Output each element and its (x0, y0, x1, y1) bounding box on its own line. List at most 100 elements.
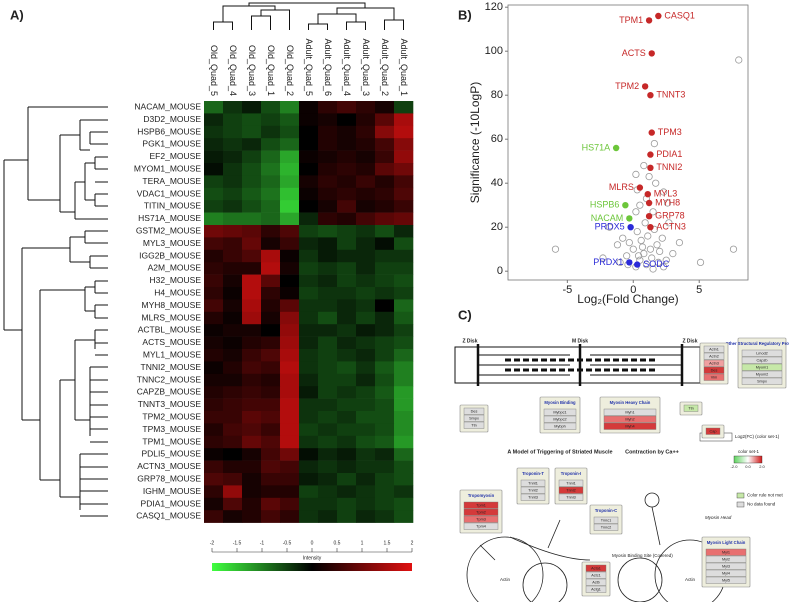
panel-label: C) (458, 307, 472, 322)
point (626, 215, 633, 222)
gene-cell (705, 569, 747, 577)
heatmap-cell (375, 101, 395, 114)
gene-label: Tnnt1 (528, 481, 538, 485)
heatmap-cell (242, 150, 262, 164)
heatmap-cell (394, 485, 414, 499)
heatmap-cell (242, 349, 262, 362)
heatmap-cell (280, 398, 300, 412)
heatmap-cell (375, 175, 395, 189)
heatmap-cell (337, 361, 357, 375)
heatmap-cell (375, 212, 395, 226)
heatmap-cell (299, 138, 319, 151)
point (636, 184, 644, 191)
heatmap-cell (223, 212, 243, 226)
gene-cell (585, 564, 607, 572)
diagram-text: M Disk (572, 338, 588, 344)
point (627, 224, 634, 231)
gene-cell (741, 356, 783, 364)
heatmap-cell (299, 101, 319, 114)
column-label: Adult_Quad_5 (304, 38, 314, 96)
heatmap-cell (261, 287, 281, 300)
column-label: Adult_Quad_1 (399, 38, 409, 96)
gene-cell (463, 421, 485, 429)
colorbar-tick-label: 0 (311, 540, 314, 546)
heatmap-cell (318, 138, 338, 151)
heatmap-cell (337, 225, 357, 238)
heatmap-cell (375, 138, 395, 151)
gene-cell (603, 415, 657, 423)
heatmap-cell (337, 473, 357, 486)
heatmap-cell (375, 324, 395, 337)
point (613, 241, 622, 249)
heatmap-cell (318, 287, 338, 300)
heatmap-cell (261, 175, 281, 189)
heatmap-cell (318, 510, 338, 523)
heatmap-cell (261, 485, 281, 499)
heatmap-cell (318, 299, 338, 313)
heatmap-cell (356, 460, 376, 474)
gene-label: Actb (592, 580, 600, 584)
gene-cell (703, 345, 725, 353)
gene-cell (558, 479, 584, 487)
heatmap-cell (280, 249, 300, 263)
heatmap-cell (242, 497, 262, 511)
heatmap-cell (261, 101, 281, 114)
gene-label: Myl1 (722, 550, 730, 554)
point (649, 265, 657, 273)
heatmap-cell (356, 125, 376, 139)
heatmap-cell (242, 187, 262, 201)
heatmap-cell (280, 349, 300, 362)
point (647, 164, 654, 171)
heatmap-cell (375, 336, 395, 350)
gene-label: Capzb (757, 358, 768, 362)
heatmap-cell (356, 225, 376, 238)
gene-cell (741, 377, 783, 385)
gene-cell (703, 366, 725, 374)
heatmap-cell (375, 150, 395, 164)
heatmap-cell (394, 163, 414, 176)
column-label: Old_Quad_4 (228, 45, 238, 96)
point-label: HS71A (582, 142, 611, 152)
heatmap-cell (299, 287, 319, 300)
heatmap-cell (280, 163, 300, 176)
heatmap-cell (299, 411, 319, 424)
heatmap-cell (299, 187, 319, 201)
heatmap-cell (242, 460, 262, 474)
heatmap-cell (242, 125, 262, 139)
point (656, 247, 664, 255)
heatmap-cell (261, 138, 281, 151)
heatmap-cell (280, 448, 300, 461)
heatmap-cell (299, 423, 319, 437)
heatmap-cell (299, 386, 319, 399)
x-tick-label: 5 (696, 284, 702, 296)
heatmap-cell (375, 299, 395, 313)
heatmap-cell (318, 398, 338, 412)
column-label: Old_Quad_2 (285, 45, 295, 96)
heatmap-cell (261, 249, 281, 263)
heatmap-cell (261, 398, 281, 412)
diagram-text: Z Disk (462, 338, 477, 344)
heatmap-cell (375, 361, 395, 375)
gene-label: Myom2 (756, 372, 768, 376)
heatmap-cell (242, 287, 262, 300)
heatmap-cell (299, 497, 319, 511)
heatmap-cell (356, 485, 376, 499)
heatmap-cell (394, 212, 414, 226)
heatmap-cell (261, 311, 281, 325)
heatmap-cell (204, 187, 224, 201)
point (729, 245, 738, 253)
heatmap-cell (242, 398, 262, 412)
point (634, 261, 641, 268)
heatmap-cell (318, 324, 338, 337)
heatmap-cell (280, 373, 300, 387)
heatmap-cell (261, 262, 281, 275)
heatmap-cell (375, 125, 395, 139)
point (636, 201, 644, 209)
heatmap-cell (280, 510, 300, 523)
point (653, 241, 661, 249)
heatmap-cell (356, 398, 376, 412)
heatmap-cell (204, 311, 224, 325)
heatmap-cell (223, 299, 243, 313)
row-label: MLRS_MOUSE (141, 312, 201, 322)
column-dendrogram (213, 2, 404, 30)
